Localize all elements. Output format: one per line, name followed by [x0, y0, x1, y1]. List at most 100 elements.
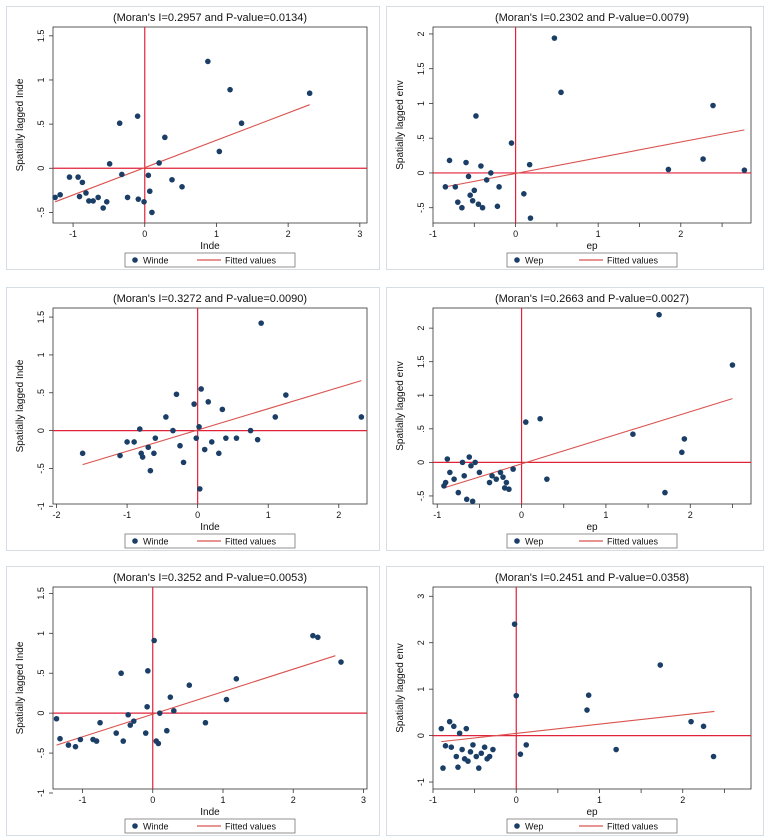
- data-point: [478, 750, 485, 757]
- chart-svg-5: (Moran's I=0.3252 and P-value=0.0053) -1 0…: [15, 572, 368, 834]
- data-point: [216, 148, 223, 155]
- fitted-line: [56, 655, 336, 746]
- data-point: [66, 174, 73, 180]
- y-tick-label: .5: [416, 134, 426, 142]
- data-point: [527, 215, 534, 221]
- y-tick-label: 1: [416, 687, 426, 692]
- data-point: [95, 194, 101, 201]
- data-point: [517, 751, 524, 757]
- data-point: [238, 120, 245, 127]
- data-point: [156, 160, 162, 166]
- data-point: [446, 718, 453, 725]
- x-tick-label: 1: [214, 229, 219, 239]
- data-point: [144, 703, 150, 710]
- data-point: [134, 113, 141, 119]
- y-tick-label: 2: [416, 326, 426, 331]
- data-point: [76, 193, 83, 200]
- data-point: [472, 459, 478, 466]
- legend-label-points: Wep: [525, 822, 543, 832]
- y-tick-label: 1.5: [36, 30, 46, 43]
- data-point: [193, 435, 200, 441]
- y-tick-label: 2: [416, 31, 426, 36]
- data-point: [310, 632, 316, 639]
- data-point: [508, 140, 515, 146]
- data-point: [630, 431, 636, 437]
- y-tick-label: -1: [36, 789, 46, 797]
- data-point: [139, 454, 146, 460]
- x-tick-label: -1: [123, 510, 131, 520]
- data-point: [700, 156, 706, 162]
- data-point: [145, 444, 152, 451]
- data-point: [456, 730, 463, 737]
- y-tick-label: .5: [36, 389, 46, 397]
- data-point: [156, 710, 163, 716]
- y-tick-label: -.5: [36, 207, 46, 218]
- chart-title: (Moran's I=0.2663 and P-value=0.0027): [495, 293, 689, 305]
- fitted-line: [445, 129, 745, 188]
- data-point: [523, 742, 530, 748]
- data-point: [537, 415, 543, 422]
- chart-title: (Moran's I=0.2451 and P-value=0.0358): [495, 572, 689, 584]
- y-tick-label: 1: [36, 631, 46, 636]
- y-tick-label: 1.5: [36, 587, 46, 600]
- y-tick-label: -.5: [36, 748, 46, 759]
- fitted-line: [82, 380, 362, 466]
- data-point: [481, 744, 488, 751]
- chart-title: (Moran's I=0.3252 and P-value=0.0053): [113, 572, 307, 584]
- data-point: [463, 725, 470, 732]
- data-point: [127, 722, 134, 728]
- data-point: [136, 426, 143, 432]
- data-point: [90, 198, 96, 204]
- data-point: [170, 427, 176, 434]
- data-point: [77, 736, 84, 743]
- data-point: [463, 496, 470, 503]
- data-point: [469, 498, 476, 505]
- legend-label-points: Wep: [525, 256, 543, 266]
- data-point: [503, 479, 510, 486]
- data-point: [442, 184, 449, 190]
- data-point: [455, 764, 461, 770]
- y-tick-label: -.5: [36, 463, 46, 474]
- data-point: [454, 199, 461, 205]
- data-point: [710, 102, 716, 109]
- data-point: [729, 362, 736, 368]
- x-axis-label: ep: [586, 522, 598, 533]
- data-point: [500, 474, 506, 480]
- data-point: [459, 459, 466, 466]
- data-point: [233, 435, 240, 441]
- data-point: [219, 406, 226, 413]
- chart-panel-5: (Moran's I=0.3252 and P-value=0.0053) -1 0…: [6, 566, 380, 836]
- data-point: [584, 707, 590, 713]
- data-point: [451, 476, 457, 482]
- legend-label-fit: Fitted values: [225, 822, 277, 832]
- data-point: [558, 89, 564, 96]
- plot-area: [52, 586, 368, 790]
- data-point: [247, 427, 254, 434]
- data-point: [513, 692, 520, 699]
- legend-label-fit: Fitted values: [225, 256, 277, 266]
- data-point: [53, 715, 60, 722]
- data-point: [465, 758, 471, 764]
- legend-label-fit: Fitted values: [607, 537, 659, 547]
- data-point: [521, 191, 527, 197]
- chart-svg-6: (Moran's I=0.2451 and P-value=0.0358) -1 0…: [395, 572, 752, 834]
- data-point: [494, 203, 501, 210]
- data-point: [106, 161, 113, 167]
- data-point: [163, 414, 169, 420]
- data-point: [459, 204, 465, 211]
- data-point: [473, 113, 479, 119]
- data-point: [467, 192, 473, 198]
- data-point: [152, 435, 159, 441]
- data-point: [86, 198, 92, 204]
- data-point: [223, 435, 229, 441]
- y-tick-label: 0: [36, 711, 46, 716]
- data-point: [130, 718, 137, 724]
- data-point: [93, 738, 100, 744]
- data-point: [258, 320, 264, 326]
- data-point: [681, 436, 688, 442]
- y-tick-label: 0: [36, 428, 46, 433]
- legend-marker-points: [132, 257, 138, 263]
- data-point: [155, 740, 162, 747]
- data-point: [662, 489, 668, 496]
- legend-marker-points: [132, 538, 138, 544]
